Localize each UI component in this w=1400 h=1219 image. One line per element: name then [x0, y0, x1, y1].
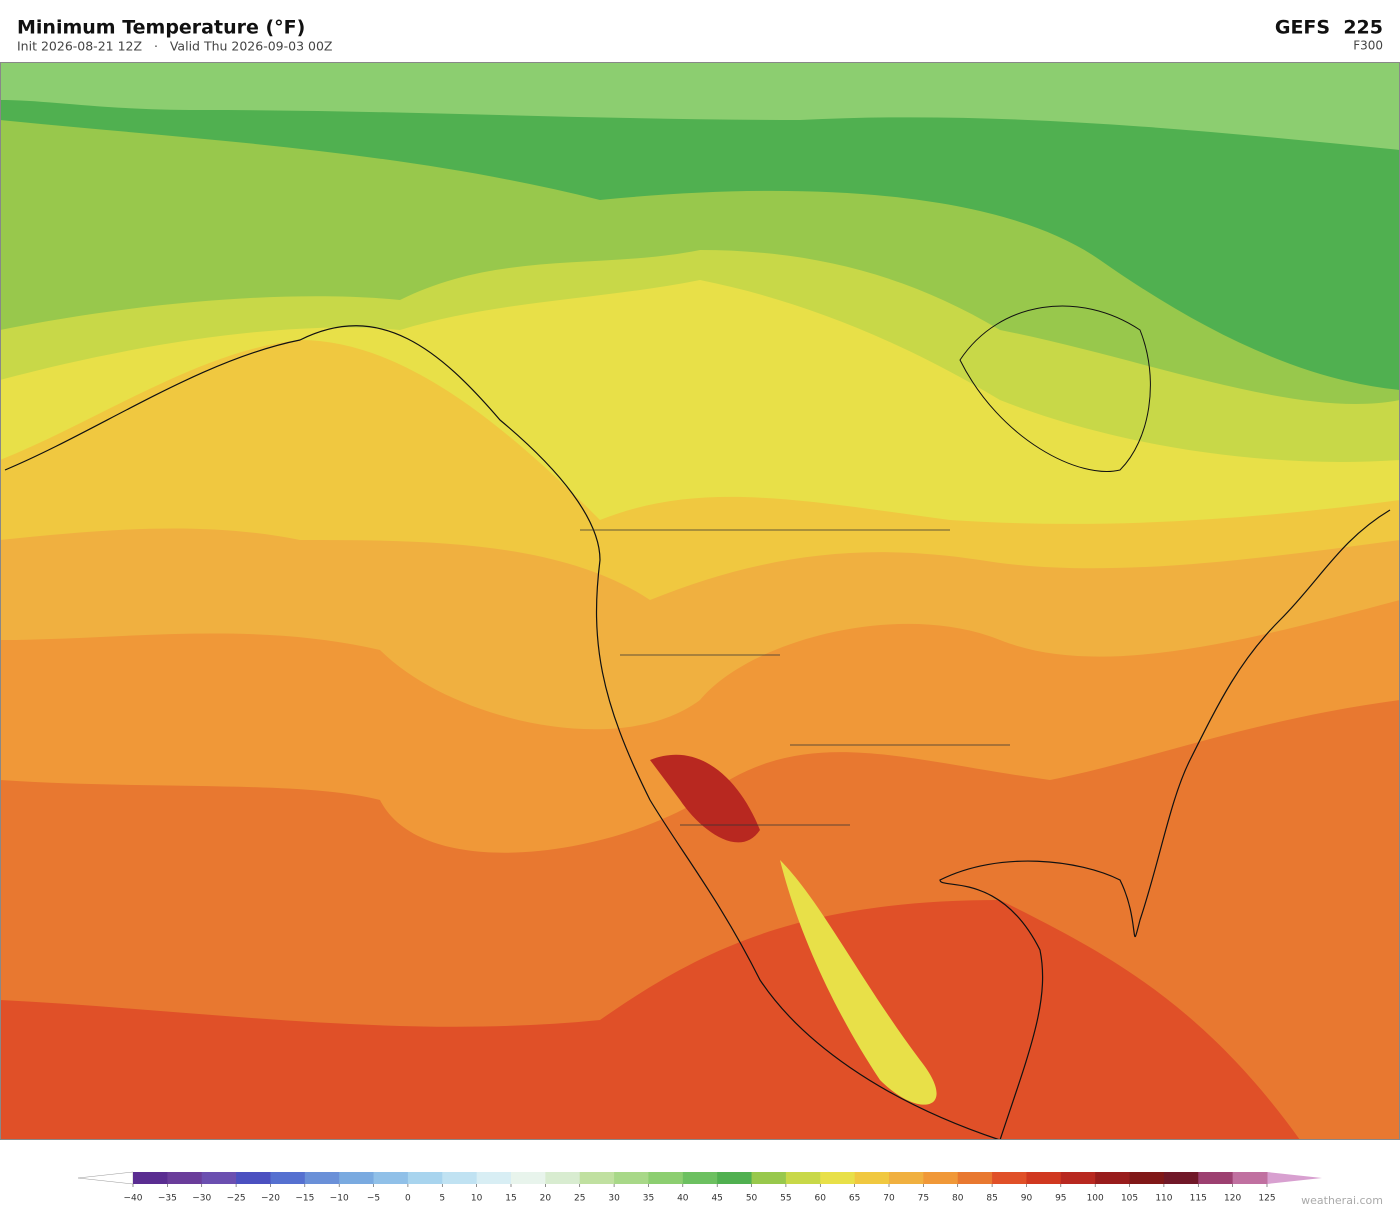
colorbar-under	[77, 1171, 134, 1185]
subtitle: Init 2026-08-21 12Z · Valid Thu 2026-09-…	[17, 39, 333, 54]
border	[580, 529, 1010, 826]
colorbar-bin	[1129, 1172, 1165, 1184]
colorbar-bin	[1026, 1172, 1062, 1184]
colorbar-bin	[545, 1172, 581, 1184]
model-label: GEFS 225	[1275, 17, 1383, 39]
colorbar-tick-label: −35	[158, 1194, 177, 1204]
colorbar-bin	[201, 1172, 237, 1184]
colorbar-bin	[854, 1172, 890, 1184]
colorbar-bin	[682, 1172, 718, 1184]
colorbar-bin	[820, 1172, 856, 1184]
colorbar-tick-label: 80	[952, 1194, 964, 1204]
colorbar-bin	[889, 1172, 924, 1184]
colorbar-bin	[957, 1172, 993, 1184]
colorbar-bin	[751, 1172, 787, 1184]
colorbar-bin	[648, 1172, 684, 1184]
forecast-hour: F300	[1353, 39, 1383, 53]
colorbar-tick-label: 10	[471, 1194, 483, 1204]
colorbar-bin	[339, 1172, 375, 1184]
title: Minimum Temperature (°F)	[17, 17, 305, 39]
hot-spot	[650, 754, 760, 843]
colorbar-tick-label: 45	[711, 1194, 722, 1204]
colorbar-tick-label: 35	[643, 1194, 654, 1204]
colorbar-tick-label: 30	[608, 1194, 620, 1204]
colorbar-tick-label: 15	[505, 1194, 516, 1204]
colorbar-bin	[992, 1172, 1027, 1184]
colorbar-tick-label: −20	[261, 1194, 280, 1204]
colorbar-tick-label: 120	[1224, 1194, 1241, 1204]
colorbar-tick-label: 95	[1055, 1194, 1066, 1204]
colorbar-bin	[614, 1172, 649, 1184]
colorbar-tick-label: 105	[1121, 1194, 1138, 1204]
temp-zone	[0, 62, 1400, 390]
colorbar-tick-label: −25	[227, 1194, 246, 1204]
colorbar-tick-label: 125	[1258, 1194, 1275, 1204]
colorbar-tick-label: 100	[1087, 1194, 1104, 1204]
colorbar-tick-label: −30	[192, 1194, 211, 1204]
plateau	[780, 860, 937, 1105]
colorbar-bin	[923, 1172, 959, 1184]
colorbar-bin	[1095, 1172, 1131, 1184]
colorbar-tick-label: 40	[677, 1194, 689, 1204]
colorbar-bin	[511, 1172, 546, 1184]
colorbar-bin	[407, 1172, 443, 1184]
colorbar-bin	[167, 1172, 203, 1184]
colorbar-tick-label: 65	[849, 1194, 860, 1204]
colorbar-tick-label: 110	[1155, 1194, 1172, 1204]
colorbar-bin	[1232, 1172, 1268, 1184]
colorbar-tick-label: −5	[367, 1194, 380, 1204]
colorbar-tick-label: 115	[1190, 1194, 1207, 1204]
colorbar-bin	[1060, 1172, 1096, 1184]
colorbar-bin	[133, 1172, 168, 1184]
colorbar-bin	[1198, 1172, 1234, 1184]
colorbar-bin	[304, 1172, 340, 1184]
colorbar-tick-label: 85	[986, 1194, 997, 1204]
colorbar-bin	[476, 1172, 512, 1184]
colorbar-tick-label: −40	[124, 1194, 143, 1204]
colorbar-tick-label: 70	[883, 1194, 895, 1204]
colorbar-tick-label: −10	[330, 1194, 349, 1204]
colorbar-bin	[717, 1172, 753, 1184]
colorbar-bin	[785, 1172, 821, 1184]
colorbar-tick-label: 75	[918, 1194, 929, 1204]
colorbar-tick-label: 50	[746, 1194, 758, 1204]
colorbar-bin	[1163, 1172, 1199, 1184]
colorbar-tick-label: 90	[1021, 1194, 1033, 1204]
colorbar-bin	[270, 1172, 306, 1184]
coastline	[959, 305, 1151, 472]
colorbar-tick-label: 20	[540, 1194, 552, 1204]
colorbar-bin	[442, 1172, 478, 1184]
colorbar-bin	[373, 1172, 409, 1184]
colorbar-bin	[236, 1172, 271, 1184]
colorbar-tick-label: 25	[574, 1194, 585, 1204]
colorbar-tick-label: 55	[780, 1194, 791, 1204]
watermark: weatherai.com	[1301, 1194, 1383, 1207]
coastline	[4, 325, 1391, 1140]
colorbar-tick-label: 60	[815, 1194, 827, 1204]
colorbar-bin	[579, 1172, 615, 1184]
colorbar-tick-label: 0	[405, 1194, 411, 1204]
colorbar: −40 −35 −30 −25 −20 −15 −10 −5 0 5 10 15 20 25 30 35 40 4…	[77, 1171, 1322, 1204]
colorbar-over	[1267, 1172, 1322, 1184]
temp-zone	[0, 62, 1400, 150]
colorbar-tick-label: −15	[295, 1194, 314, 1204]
colorbar-tick-label: 5	[439, 1194, 445, 1204]
map	[0, 62, 1400, 1140]
